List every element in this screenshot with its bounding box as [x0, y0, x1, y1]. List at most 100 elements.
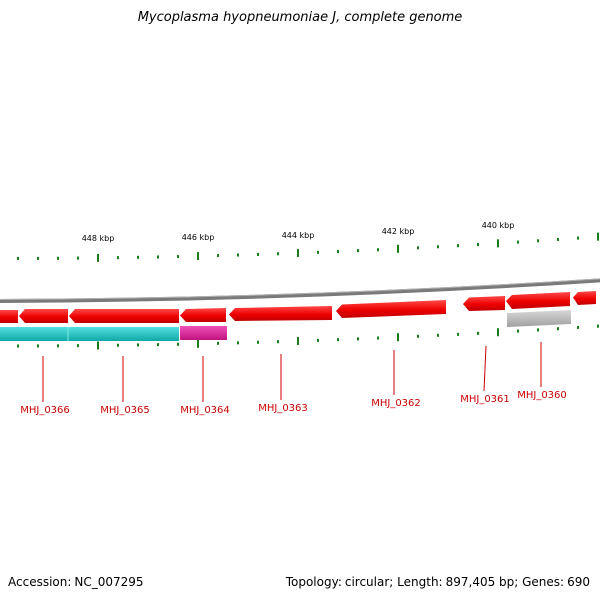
- outer-tick-row: [17, 232, 599, 262]
- outer-tick-minor-28: [577, 236, 579, 240]
- gene-label-mhj-0362[interactable]: MHJ_0362: [371, 398, 421, 409]
- outer-tick-minor-27: [557, 237, 559, 241]
- accession-info: Accession: NC_007295: [8, 575, 144, 589]
- cog-block-cyan[interactable]: [0, 327, 179, 341]
- leader-mhj-0361: [483, 345, 487, 392]
- inner-tick-major-19: [397, 333, 399, 342]
- outer-tick-minor-7: [157, 255, 159, 259]
- gene-label-leaders: [42, 342, 542, 402]
- gene-label-mhj-0364[interactable]: MHJ_0364: [180, 405, 230, 416]
- outer-tick-minor-26: [537, 239, 539, 243]
- genome-stats: Topology: circular; Length: 897,405 bp; Ge…: [285, 575, 590, 589]
- inner-tick-minor-25: [517, 329, 519, 333]
- outer-tick-minor-12: [257, 252, 259, 256]
- gene-labels: MHJ_0366 MHJ_0365 MHJ_0364 MHJ_0363 MHJ_…: [20, 390, 567, 416]
- inner-tick-minor-29: [597, 324, 599, 328]
- outer-tick-minor-11: [237, 253, 239, 257]
- outer-tick-minor-5: [117, 256, 119, 260]
- inner-tick-minor-7: [157, 343, 159, 347]
- outer-tick-major-19: [397, 244, 399, 253]
- kbp-label-444: 444 kbp: [282, 231, 315, 240]
- inner-tick-minor-22: [457, 332, 459, 336]
- topology-label: Topology:: [285, 575, 342, 589]
- inner-tick-minor-17: [357, 337, 359, 341]
- outer-tick-minor-6: [137, 255, 139, 259]
- inner-tick-minor-21: [437, 333, 439, 337]
- inner-tick-minor-26: [537, 328, 539, 332]
- outer-tick-major-4: [97, 253, 99, 262]
- accession-value: NC_007295: [74, 575, 144, 589]
- outer-tick-minor-20: [417, 246, 419, 250]
- length-label: Length:: [397, 575, 443, 589]
- outer-tick-minor-3: [77, 256, 79, 260]
- outer-tick-minor-8: [177, 255, 179, 259]
- outer-tick-minor-10: [217, 254, 219, 258]
- gene-arrow-mhj-0363[interactable]: [229, 306, 332, 321]
- outer-tick-minor-22: [457, 244, 459, 248]
- inner-tick-minor-10: [217, 341, 219, 345]
- gene-arrow-mhj-0367[interactable]: [0, 310, 18, 323]
- inner-tick-major-24: [497, 328, 499, 337]
- outer-tick-minor-25: [517, 240, 519, 244]
- genes-label: Genes:: [522, 575, 565, 589]
- outer-tick-minor-16: [337, 250, 339, 254]
- inner-tick-minor-12: [257, 340, 259, 344]
- kbp-label-448: 448 kbp: [82, 234, 115, 243]
- genome-backbone: [0, 278, 600, 303]
- outer-tick-major-24: [497, 239, 499, 248]
- cog-block-grey[interactable]: [507, 310, 571, 327]
- inner-tick-minor-5: [117, 343, 119, 347]
- genome-backbone-highlight: [0, 278, 600, 300]
- inner-tick-minor-28: [577, 325, 579, 329]
- inner-tick-major-9: [197, 339, 199, 348]
- gene-arrow-mhj-0365[interactable]: [69, 309, 179, 323]
- gene-arrow-mhj-0366[interactable]: [19, 309, 68, 323]
- inner-tick-minor-15: [317, 338, 319, 342]
- inner-tick-minor-20: [417, 334, 419, 338]
- inner-tick-minor-16: [337, 338, 339, 342]
- outer-tick-major-14: [297, 249, 299, 258]
- topology-value: circular: [344, 575, 390, 589]
- kbp-label-442: 442 kbp: [382, 227, 415, 236]
- accession-label: Accession:: [8, 575, 72, 589]
- outer-tick-minor-23: [477, 243, 479, 247]
- inner-tick-minor-11: [237, 341, 239, 345]
- gene-label-mhj-0361[interactable]: MHJ_0361: [460, 394, 510, 405]
- inner-tick-minor-13: [277, 340, 279, 344]
- outer-tick-major-29: [597, 232, 599, 241]
- gene-label-mhj-0365[interactable]: MHJ_0365: [100, 405, 150, 416]
- inner-tick-minor-1: [37, 344, 39, 348]
- inner-tick-minor-6: [137, 343, 139, 347]
- inner-tick-minor-2: [57, 344, 59, 348]
- cog-track: [0, 310, 571, 341]
- cds-track: [0, 291, 596, 323]
- gene-label-mhj-0363[interactable]: MHJ_0363: [258, 403, 308, 414]
- inner-tick-major-4: [97, 341, 99, 350]
- inner-tick-minor-23: [477, 331, 479, 335]
- gene-label-mhj-0366[interactable]: MHJ_0366: [20, 405, 70, 416]
- gene-arrow-mhj-0361[interactable]: [463, 296, 505, 311]
- outer-tick-minor-0: [17, 256, 19, 260]
- kbp-label-440: 440 kbp: [482, 221, 515, 230]
- outer-tick-minor-18: [377, 248, 379, 252]
- gene-arrow-mhj-0359[interactable]: [573, 291, 596, 305]
- map-title: Mycoplasma hyopneumoniae J, complete gen…: [137, 10, 463, 25]
- inner-tick-minor-3: [77, 344, 79, 348]
- outer-tick-major-9: [197, 252, 199, 261]
- inner-tick-minor-8: [177, 342, 179, 346]
- kbp-label-446: 446 kbp: [182, 233, 215, 242]
- gene-arrow-mhj-0364[interactable]: [180, 308, 226, 322]
- inner-tick-minor-27: [557, 327, 559, 331]
- inner-tick-row: [17, 324, 599, 350]
- gene-arrow-mhj-0362[interactable]: [336, 300, 446, 318]
- genes-value: 690: [567, 575, 590, 589]
- outer-tick-minor-15: [317, 250, 319, 254]
- inner-tick-minor-18: [377, 336, 379, 340]
- outer-tick-minor-17: [357, 249, 359, 253]
- outer-tick-minor-13: [277, 252, 279, 256]
- cog-block-magenta[interactable]: [180, 326, 227, 340]
- gene-label-mhj-0360[interactable]: MHJ_0360: [517, 390, 567, 401]
- length-value: 897,405 bp: [445, 575, 515, 589]
- inner-tick-minor-0: [17, 344, 19, 348]
- gene-arrow-mhj-0360[interactable]: [506, 292, 570, 309]
